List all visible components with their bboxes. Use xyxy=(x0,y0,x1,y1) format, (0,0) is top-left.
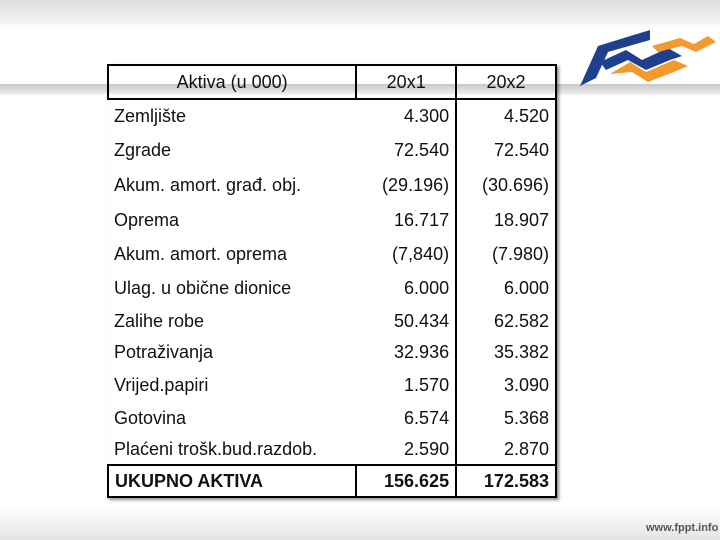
table-row: Plaćeni trošk.bud.razdob. 2.590 2.870 xyxy=(108,434,557,465)
row-value-20x1: 6.574 xyxy=(356,403,458,434)
row-label: Gotovina xyxy=(114,408,187,428)
row-value-20x1: 1.570 xyxy=(356,368,458,403)
row-value-20x1: (7,840) xyxy=(356,237,458,271)
row-value-20x2: 72.540 xyxy=(456,133,557,167)
row-label: Potraživanja xyxy=(114,342,214,362)
table-row: Akum. amort. građ. obj. (29.196) (30.696) xyxy=(108,167,557,203)
total-value-20x1: 156.625 xyxy=(356,464,458,498)
row-label: Ulag. u obične dionice xyxy=(114,278,292,298)
row-label: Akum. amort. građ. obj. xyxy=(114,174,302,195)
footer-url: www.fppt.info xyxy=(646,522,719,534)
total-label: UKUPNO AKTIVA xyxy=(106,464,358,498)
row-value-20x1: 32.936 xyxy=(356,337,458,368)
row-label: Plaćeni trošk.bud.razdob. xyxy=(114,438,318,459)
table-row: Akum. amort. oprema (7,840) (7.980) xyxy=(108,237,557,271)
row-value-20x2: (7.980) xyxy=(456,237,557,271)
row-label: Zgrade xyxy=(114,139,172,160)
row-label: Akum. amort. oprema xyxy=(114,243,288,264)
row-value-20x1: 4.300 xyxy=(356,99,458,133)
table-row: Oprema 16.717 18.907 xyxy=(108,203,557,237)
row-value-20x1: 16.717 xyxy=(356,203,458,237)
table-header-row: Aktiva (u 000) 20x1 20x2 xyxy=(106,64,557,100)
row-value-20x2: 6.000 xyxy=(456,271,557,306)
table-row: Ulag. u obične dionice 6.000 6.000 xyxy=(108,271,557,306)
header-aktiva: Aktiva (u 000) xyxy=(106,64,358,100)
footer-band xyxy=(0,506,720,540)
total-row: UKUPNO AKTIVA 156.625 172.583 xyxy=(106,464,557,498)
row-value-20x2: 18.907 xyxy=(456,203,557,237)
header-year-2: 20x2 xyxy=(456,64,557,100)
row-value-20x1: 2.590 xyxy=(356,434,458,465)
row-value-20x1: 50.434 xyxy=(356,306,458,337)
row-value-20x1: (29.196) xyxy=(356,167,458,203)
assets-table-container: Aktiva (u 000) 20x1 20x2 Zemljište 4.300 4… xyxy=(106,64,557,498)
row-label: Zemljište xyxy=(114,106,187,126)
row-value-20x1: 6.000 xyxy=(356,271,458,306)
row-value-20x2: (30.696) xyxy=(456,167,557,203)
row-value-20x2: 35.382 xyxy=(456,337,557,368)
table-row: Zgrade 72.540 72.540 xyxy=(108,133,557,167)
table-row: Gotovina 6.574 5.368 xyxy=(108,403,557,434)
fppt-logo-icon xyxy=(580,30,716,86)
row-value-20x2: 62.582 xyxy=(456,306,557,337)
row-value-20x1: 72.540 xyxy=(356,133,458,167)
table-row: Zalihe robe 50.434 62.582 xyxy=(108,306,557,337)
row-value-20x2: 4.520 xyxy=(456,99,557,133)
total-value-20x2: 172.583 xyxy=(456,464,557,498)
row-label: Vrijed.papiri xyxy=(114,375,209,395)
row-value-20x2: 2.870 xyxy=(456,434,557,465)
header-year-1: 20x1 xyxy=(356,64,458,100)
top-gradient-band xyxy=(0,0,720,30)
table-row: Potraživanja 32.936 35.382 xyxy=(108,337,557,368)
table-row: Vrijed.papiri 1.570 3.090 xyxy=(108,368,557,403)
table-row: Zemljište 4.300 4.520 xyxy=(108,99,557,133)
row-value-20x2: 3.090 xyxy=(456,368,557,403)
row-label: Oprema xyxy=(114,209,180,230)
assets-table: Aktiva (u 000) 20x1 20x2 Zemljište 4.300 4… xyxy=(106,64,557,498)
row-label: Zalihe robe xyxy=(114,311,205,331)
row-value-20x2: 5.368 xyxy=(456,403,557,434)
